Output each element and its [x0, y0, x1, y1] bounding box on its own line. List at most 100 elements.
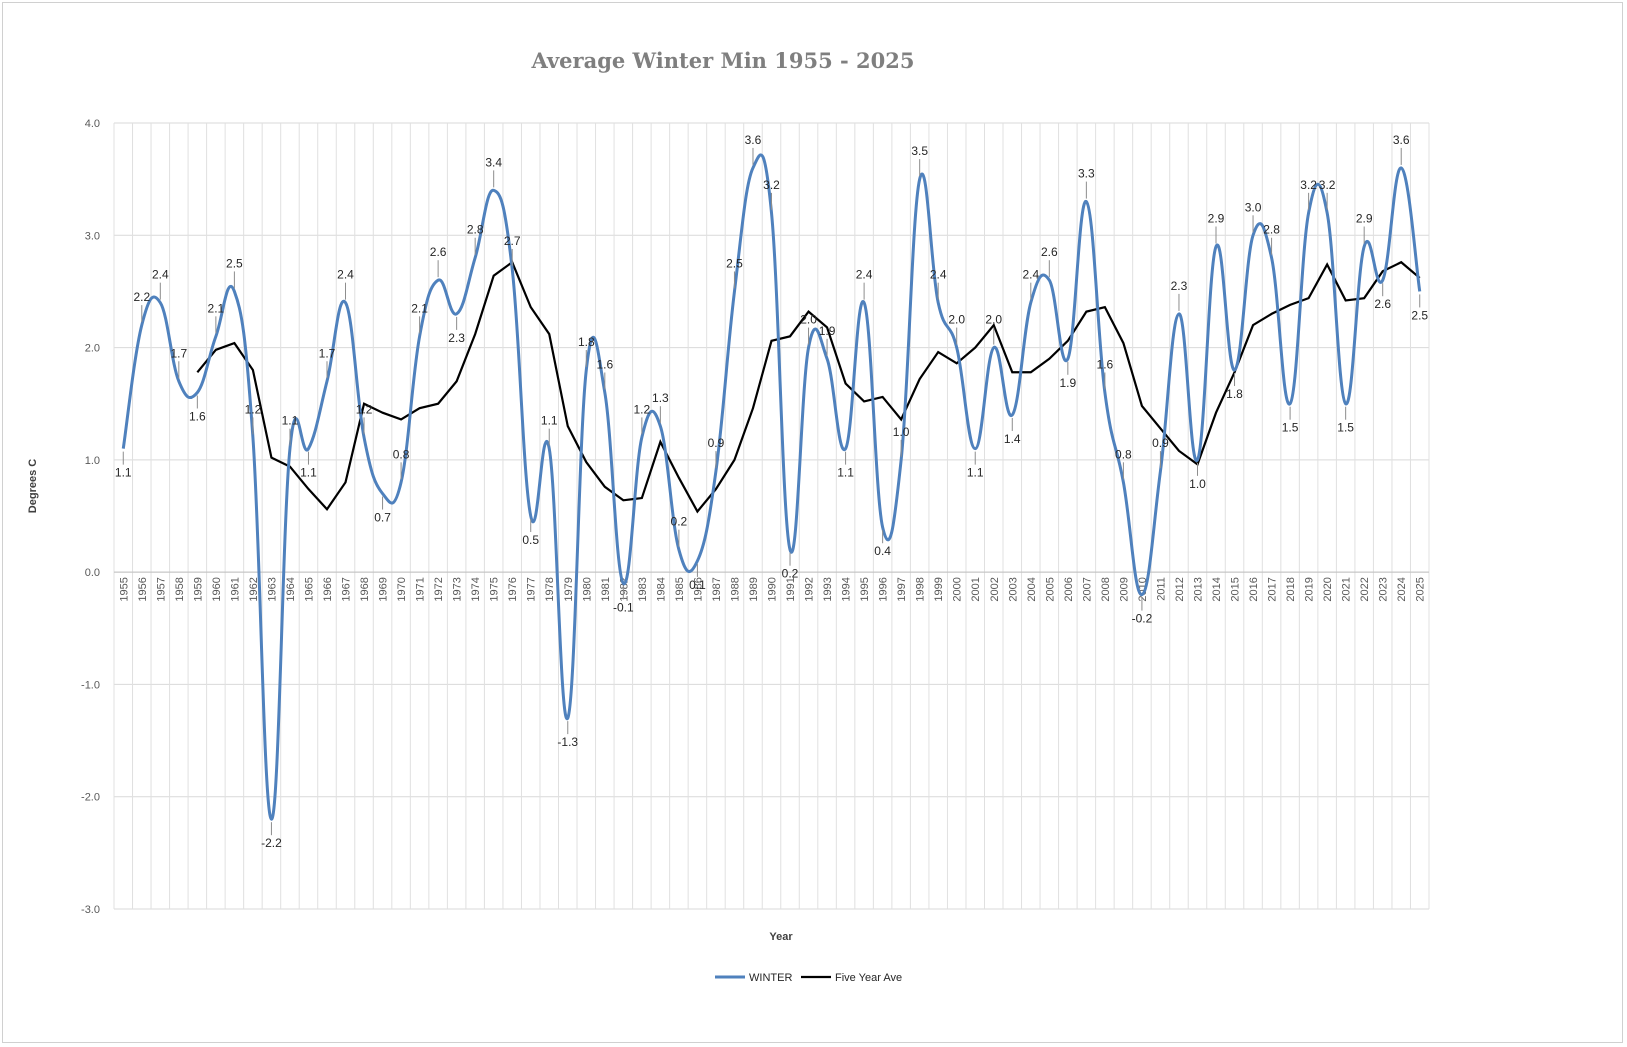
data-label: 2.1	[208, 301, 225, 315]
data-label: 2.2	[133, 290, 150, 304]
x-tick-label: 2025	[1415, 577, 1427, 601]
data-label: 2.0	[948, 313, 965, 327]
x-tick-label: 1955	[118, 577, 130, 601]
x-tick-label: 1967	[341, 577, 353, 601]
x-tick-label: 1999	[933, 577, 945, 601]
x-tick-label: 1982	[618, 577, 630, 601]
x-tick-label: 2020	[1322, 577, 1334, 601]
x-tick-label: 1978	[544, 577, 556, 601]
data-label: 1.0	[893, 425, 910, 439]
y-tick-label: 3.0	[85, 230, 100, 242]
x-tick-label: 2003	[1007, 577, 1019, 601]
data-label: 1.3	[652, 391, 669, 405]
x-tick-label: 2017	[1267, 577, 1279, 601]
x-tick-label: 2023	[1378, 577, 1390, 601]
data-label: 2.8	[1263, 223, 1280, 237]
data-label: 1.4	[1004, 432, 1021, 446]
line-chart: Average Winter Min 1955 - 2025 4.0 3.0 2.0…	[27, 48, 1430, 984]
x-tick-label: 2016	[1248, 577, 1260, 601]
data-labels: 1.12.22.41.71.62.12.51.2-2.21.11.11.72.4…	[115, 133, 1428, 850]
data-label: 2.4	[337, 268, 354, 282]
x-tick-label: 1966	[322, 577, 334, 601]
x-tick-label: 1973	[452, 577, 464, 601]
x-tick-label: 1990	[767, 577, 779, 601]
data-label: 1.8	[1226, 387, 1243, 401]
x-tick-label: 2019	[1304, 577, 1316, 601]
x-tick-label: 1956	[137, 577, 149, 601]
x-tick-label: 1987	[711, 577, 723, 601]
data-label: 2.3	[1171, 279, 1188, 293]
x-tick-label: 1994	[841, 577, 853, 601]
data-label: 2.6	[1041, 245, 1058, 259]
data-label: 3.3	[1078, 167, 1095, 181]
x-tick-label: 2002	[989, 577, 1001, 601]
data-label: 2.5	[726, 256, 743, 270]
x-tick-label: 1962	[248, 577, 260, 601]
legend-label-five-year-ave: Five Year Ave	[835, 972, 902, 984]
data-label: 3.2	[763, 178, 780, 192]
data-label: 1.2	[245, 402, 262, 416]
data-label: 2.0	[800, 313, 817, 327]
y-tick-label: 4.0	[85, 118, 100, 130]
x-tick-label: 1988	[729, 577, 741, 601]
x-tick-label: 1980	[581, 577, 593, 601]
x-tick-label: 2000	[952, 577, 964, 601]
x-tick-label: 1995	[859, 577, 871, 601]
data-label: 1.7	[319, 346, 336, 360]
x-tick-label: 1991	[785, 577, 797, 601]
data-label: 2.5	[1411, 308, 1428, 322]
data-label: 0.1	[689, 578, 706, 592]
x-tick-label: 1961	[229, 577, 241, 601]
x-tick-label: 1993	[822, 577, 834, 601]
data-label: 2.8	[467, 223, 484, 237]
x-axis-ticks: 1955 1956 1957 1958 1959 1960 1961 1962 1963 1964…	[118, 577, 1426, 601]
y-tick-label: -3.0	[81, 904, 100, 916]
x-tick-label: 2008	[1100, 577, 1112, 601]
data-label: 1.2	[356, 402, 373, 416]
x-tick-label: 2004	[1026, 577, 1038, 601]
x-tick-label: 2006	[1063, 577, 1075, 601]
gridlines	[113, 122, 1430, 910]
data-label: 1.1	[967, 466, 984, 480]
data-label: 1.0	[1189, 477, 1206, 491]
data-label: 1.1	[541, 414, 558, 428]
data-label: 3.6	[1393, 133, 1410, 147]
x-tick-label: 1997	[896, 577, 908, 601]
x-tick-label: 1969	[378, 577, 390, 601]
x-tick-label: 1977	[526, 577, 538, 601]
data-label: 0.4	[874, 544, 891, 558]
y-axis-ticks: 4.0 3.0 2.0 1.0 0.0 -1.0 -2.0 -3.0	[81, 118, 100, 916]
data-label: 1.2	[634, 402, 651, 416]
data-label: 0.9	[1152, 436, 1169, 450]
data-label: 3.0	[1245, 200, 1262, 214]
data-label: 2.9	[1356, 212, 1373, 226]
data-label: 1.1	[837, 466, 854, 480]
x-tick-label: 1976	[507, 577, 519, 601]
data-label: 3.2	[1319, 178, 1336, 192]
data-label: 1.6	[189, 409, 206, 423]
x-axis-title: Year	[769, 931, 793, 943]
x-tick-label: 1957	[155, 577, 167, 601]
data-label: -2.2	[261, 836, 282, 850]
legend: WINTER Five Year Ave	[715, 972, 902, 984]
x-tick-label: 2022	[1359, 577, 1371, 601]
data-label: 3.2	[1300, 178, 1317, 192]
data-label: 0.8	[1115, 447, 1132, 461]
x-tick-label: 2014	[1211, 577, 1223, 601]
x-tick-label: 1971	[415, 577, 427, 601]
x-tick-label: 1985	[674, 577, 686, 601]
data-label: 2.7	[504, 234, 521, 248]
data-label: 3.4	[485, 155, 502, 169]
x-tick-label: 1968	[359, 577, 371, 601]
x-tick-label: 1960	[211, 577, 223, 601]
data-label: 2.6	[1374, 297, 1391, 311]
data-label: 0.2	[782, 567, 799, 581]
data-label: 2.6	[430, 245, 447, 259]
x-tick-label: 1964	[285, 577, 297, 601]
x-tick-label: 2018	[1285, 577, 1297, 601]
x-tick-label: 2013	[1192, 577, 1204, 601]
x-tick-label: 2007	[1081, 577, 1093, 601]
chart-title: Average Winter Min 1955 - 2025	[531, 48, 915, 73]
data-label: -0.1	[613, 600, 634, 614]
